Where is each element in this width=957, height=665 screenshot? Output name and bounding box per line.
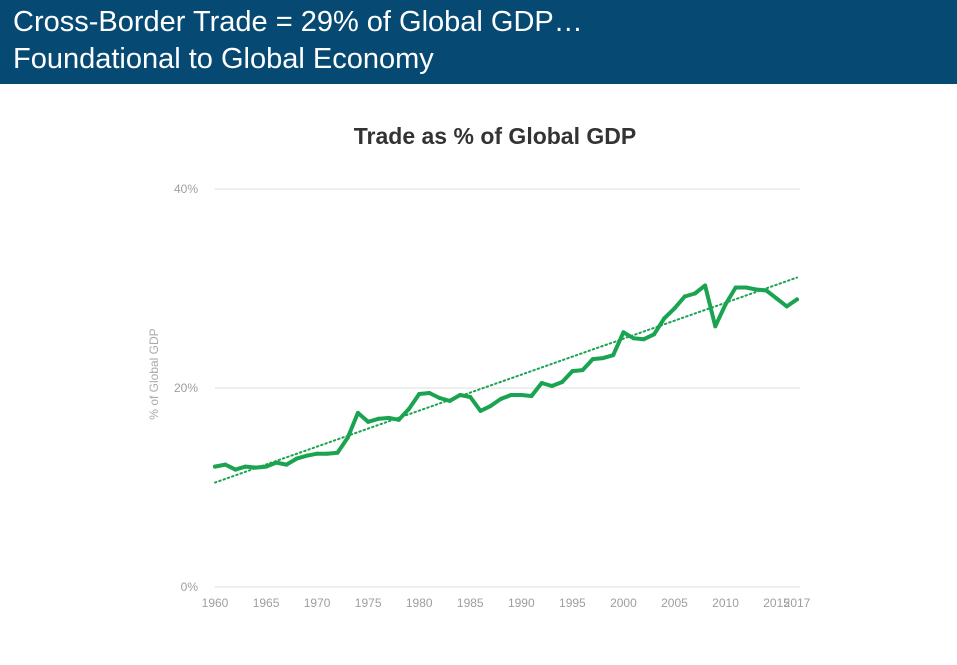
data-point xyxy=(703,283,708,288)
data-point xyxy=(549,384,554,389)
data-point xyxy=(366,419,371,424)
data-point xyxy=(733,285,738,290)
x-tick-label: 1960 xyxy=(202,596,229,610)
x-tick-label: 2010 xyxy=(712,596,739,610)
x-tick-label: 2005 xyxy=(661,596,688,610)
data-point xyxy=(601,356,605,361)
data-point xyxy=(713,324,718,329)
x-tick-label: 1965 xyxy=(253,596,280,610)
data-point xyxy=(611,353,616,358)
data-point xyxy=(488,403,493,408)
data-point xyxy=(764,288,769,293)
data-point xyxy=(539,381,544,386)
data-point xyxy=(631,336,636,341)
x-tick-label: 1975 xyxy=(355,596,382,610)
data-point xyxy=(396,417,401,422)
header-banner: Cross-Border Trade = 29% of Global GDP… … xyxy=(0,0,957,84)
data-point xyxy=(468,394,473,399)
data-point xyxy=(590,357,595,362)
data-point xyxy=(478,408,483,413)
data-point xyxy=(795,297,799,302)
header-title-line-2: Foundational to Global Economy xyxy=(13,43,434,75)
data-point xyxy=(417,391,422,396)
y-tick-label: 40% xyxy=(174,182,198,196)
data-point xyxy=(274,460,279,465)
data-point xyxy=(580,368,585,373)
header-title-line-1: Cross-Border Trade = 29% of Global GDP… xyxy=(13,6,583,38)
data-point xyxy=(284,462,289,467)
data-point xyxy=(652,332,657,337)
x-tick-label: 2000 xyxy=(610,596,637,610)
x-tick-label: 1970 xyxy=(304,596,331,610)
data-point xyxy=(692,291,697,296)
data-point xyxy=(447,398,452,403)
data-point xyxy=(233,467,238,472)
data-point xyxy=(743,285,748,290)
data-point xyxy=(437,395,442,400)
data-point xyxy=(294,456,299,461)
data-point xyxy=(325,451,330,456)
data-point xyxy=(509,392,514,397)
data-point xyxy=(529,393,534,398)
data-point xyxy=(662,316,667,321)
data-point xyxy=(641,337,646,342)
data-point xyxy=(253,465,258,470)
data-point xyxy=(784,304,789,309)
data-point xyxy=(427,390,432,395)
data-point xyxy=(458,392,463,397)
trendline xyxy=(214,276,798,484)
data-point xyxy=(243,464,248,469)
data-point xyxy=(723,302,728,307)
data-point xyxy=(315,451,320,456)
x-tick-label: 1985 xyxy=(457,596,484,610)
y-tick-label: 0% xyxy=(181,580,199,594)
data-point xyxy=(519,392,524,397)
data-point xyxy=(682,294,687,299)
data-point xyxy=(355,410,360,415)
data-point xyxy=(223,462,228,467)
x-tick-label: 1995 xyxy=(559,596,586,610)
data-point xyxy=(264,464,269,469)
data-point xyxy=(560,380,565,385)
data-point xyxy=(386,415,391,420)
data-point xyxy=(407,406,411,411)
trade-gdp-line-chart: Trade as % of Global GDP 0% 20% 40% 1960 1965… xyxy=(147,123,811,610)
data-point xyxy=(774,296,779,301)
data-point xyxy=(213,464,217,469)
x-tick-label: 2015 xyxy=(763,596,790,610)
series-line xyxy=(213,283,799,472)
y-tick-label: 20% xyxy=(174,381,198,395)
data-point xyxy=(570,369,575,374)
data-point xyxy=(754,287,759,292)
data-point xyxy=(376,416,381,421)
data-point xyxy=(498,396,503,401)
x-tick-label: 1980 xyxy=(406,596,433,610)
data-point xyxy=(304,453,309,458)
x-tick-label: 2017 xyxy=(784,596,811,610)
data-point xyxy=(335,450,340,455)
chart-title: Trade as % of Global GDP xyxy=(354,123,636,149)
y-axis-label: % of Global GDP xyxy=(147,328,161,419)
x-tick-label: 1990 xyxy=(508,596,535,610)
data-point xyxy=(672,306,677,311)
data-point xyxy=(621,330,626,335)
data-point xyxy=(345,435,350,440)
